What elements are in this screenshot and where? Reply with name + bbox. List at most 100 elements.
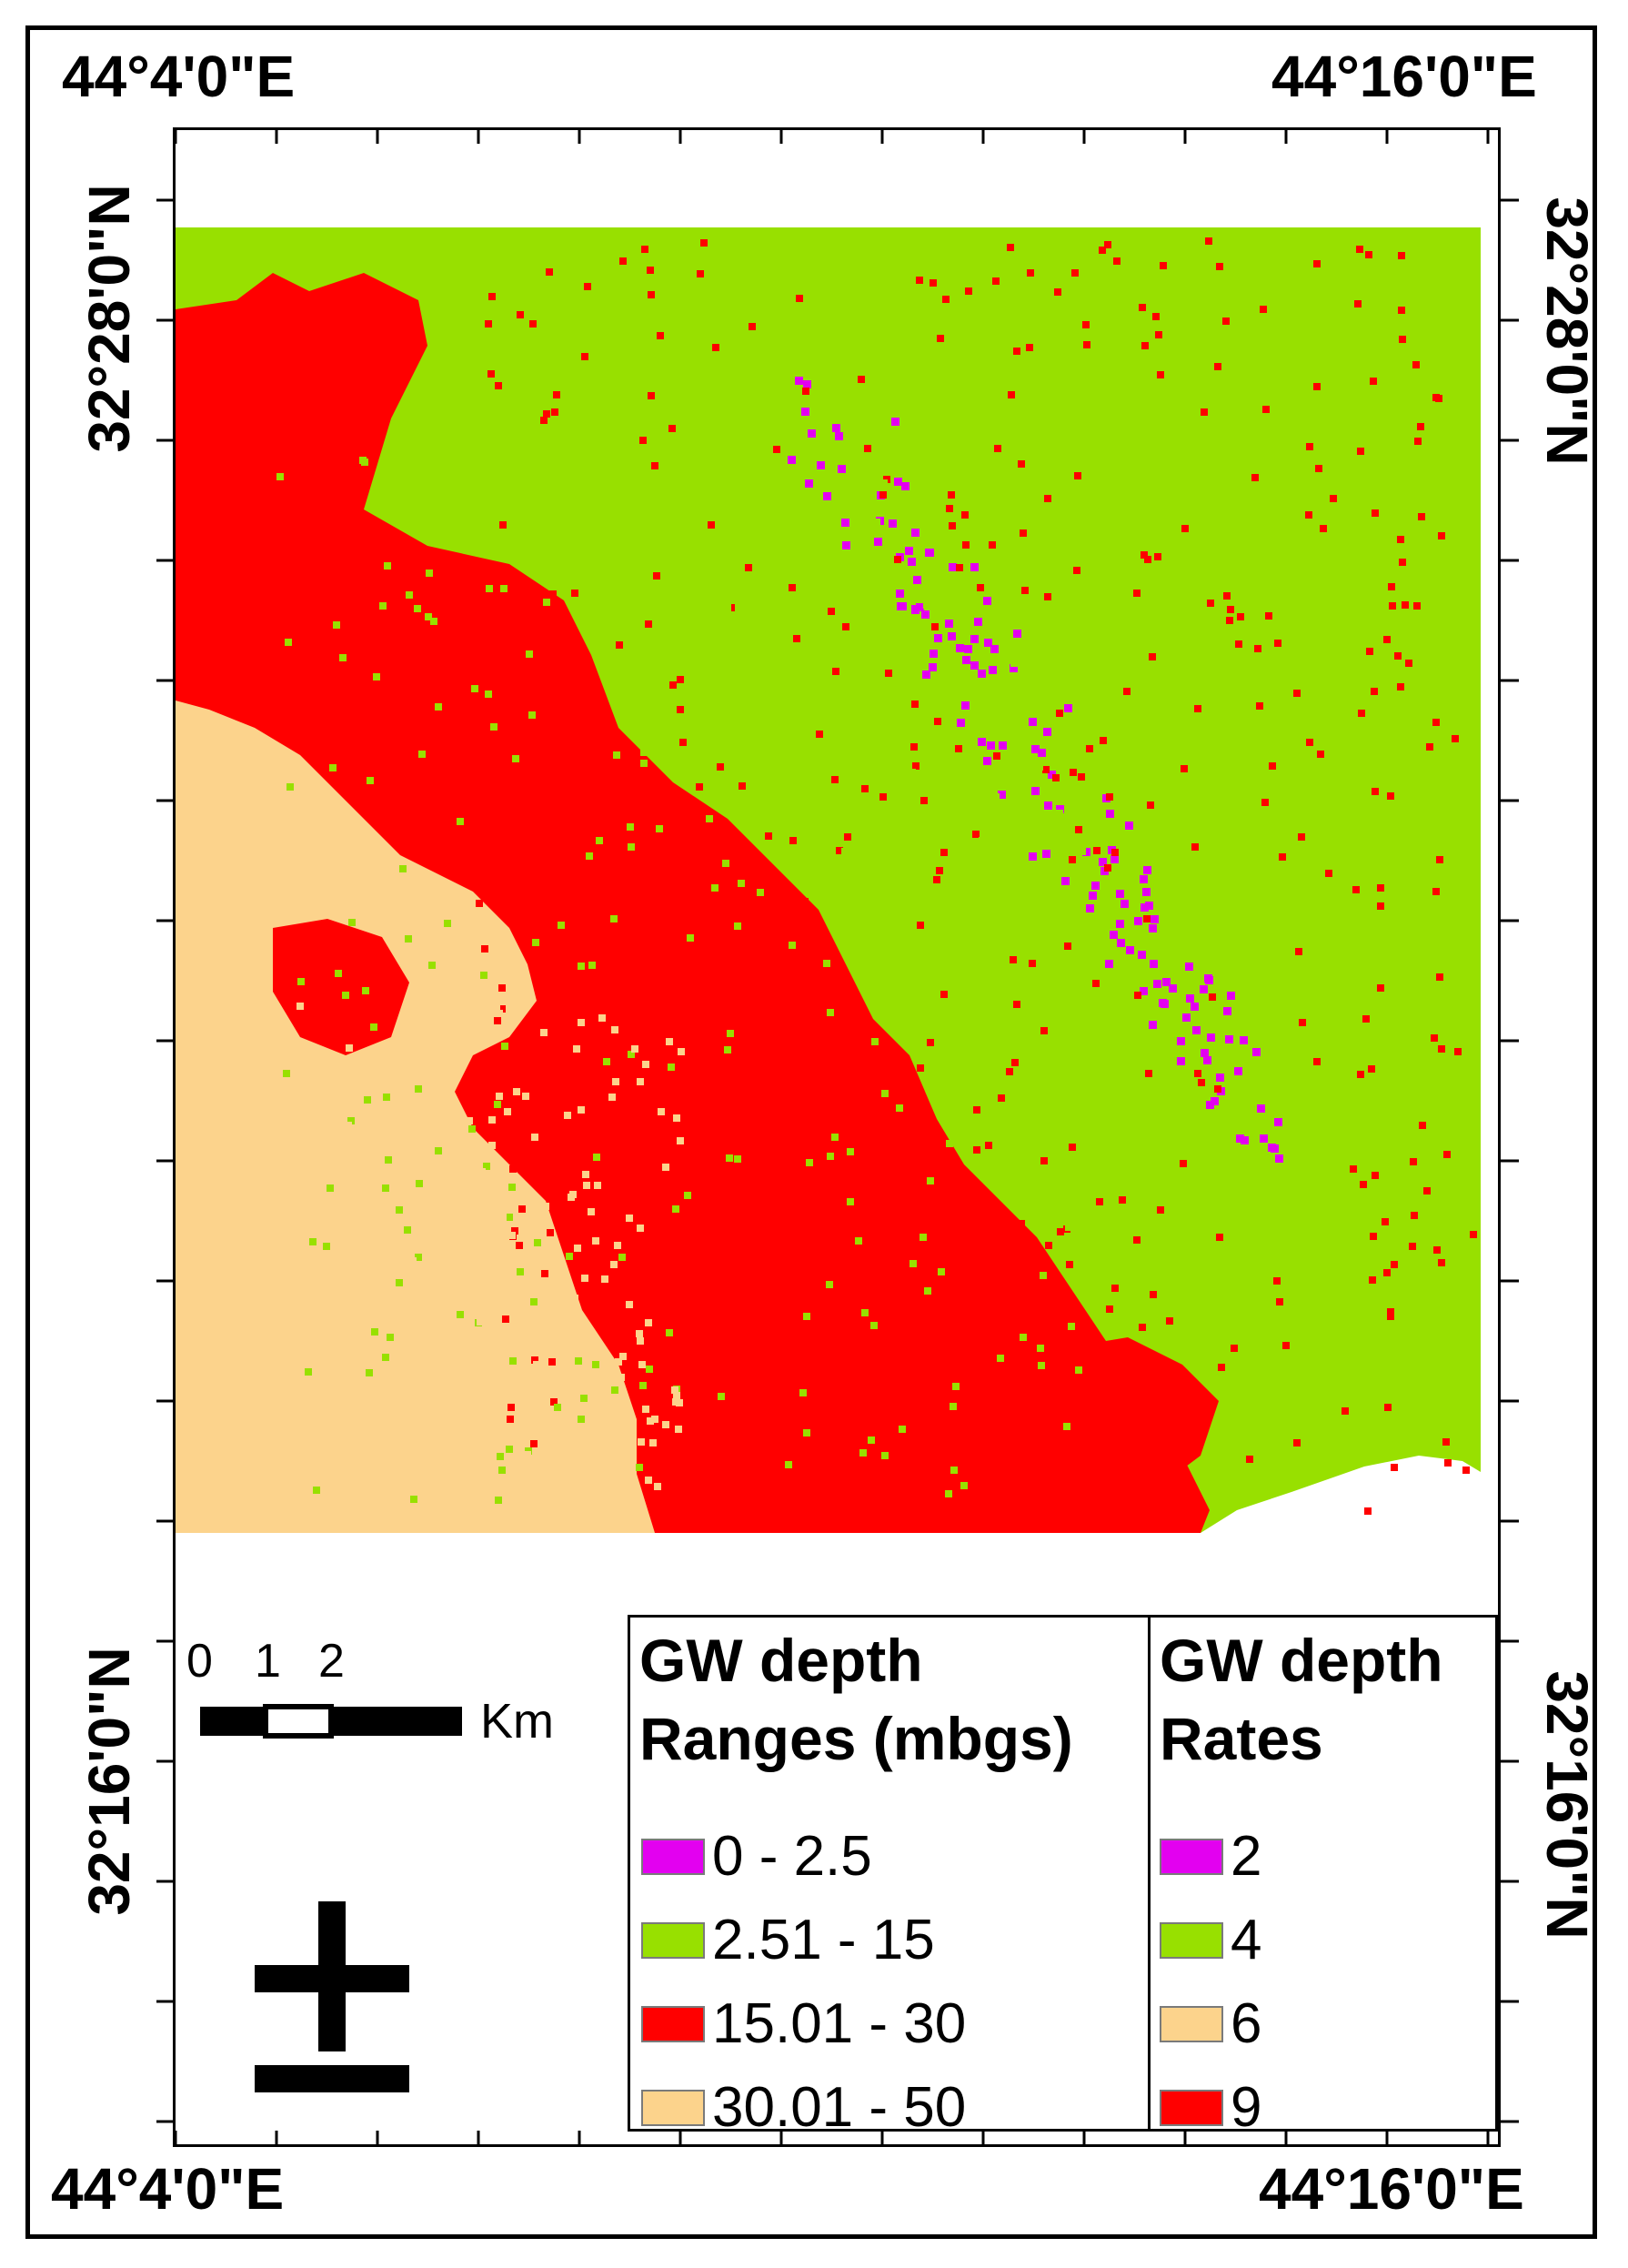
speckle-red [700, 239, 708, 247]
speckle-magenta [1091, 882, 1100, 890]
speckle-tan [626, 1215, 633, 1222]
legend-rates-title-1: GW depth [1160, 1627, 1443, 1694]
speckle-green [444, 920, 451, 927]
speckle-magenta [1149, 1021, 1157, 1029]
speckle-red [891, 1354, 899, 1361]
speckle-magenta [838, 465, 846, 473]
speckle-red [1052, 774, 1060, 781]
speckle-green [843, 496, 850, 503]
speckle-red [1397, 683, 1404, 690]
speckle-red [985, 1142, 992, 1149]
speckle-tan [571, 1295, 578, 1302]
speckle-tan [615, 1358, 622, 1366]
speckle-red [1013, 348, 1020, 355]
speckle-magenta [1234, 1067, 1242, 1075]
speckle-green [435, 703, 442, 711]
speckle-red [749, 1313, 756, 1320]
speckle-red [507, 1416, 514, 1423]
speckle-magenta [921, 610, 930, 619]
speckle-tan [513, 1088, 520, 1095]
speckle-red [1352, 886, 1360, 893]
speckle-green [646, 1366, 653, 1373]
speckle-magenta [1201, 1049, 1209, 1057]
speckle-tan [522, 1093, 529, 1100]
speckle-green [823, 960, 830, 967]
speckle-green [870, 1322, 878, 1329]
speckle-tan [508, 1232, 516, 1239]
speckle-magenta [1038, 749, 1046, 757]
speckle-red [770, 1376, 778, 1384]
speckle-red [682, 1441, 689, 1448]
speckle-red [1154, 553, 1161, 560]
legend-ranges-title-2: Ranges (mbgs) [639, 1705, 1073, 1772]
speckle-tan [397, 1244, 404, 1251]
swatch-green [1160, 1922, 1223, 1959]
speckle-tan [373, 1128, 380, 1135]
speckle-tan [442, 1326, 449, 1334]
speckle-tan [310, 1444, 317, 1451]
speckle-green [342, 992, 349, 999]
speckle-red [1207, 600, 1214, 607]
speckle-magenta [1044, 801, 1052, 810]
speckle-green [666, 1329, 673, 1336]
speckle-red [1078, 773, 1085, 781]
speckle-red [1388, 583, 1395, 590]
speckle-magenta [1185, 963, 1193, 971]
speckle-green [348, 919, 356, 926]
speckle-magenta [1200, 985, 1208, 993]
speckle-tan [477, 1318, 484, 1326]
speckle-green [789, 862, 797, 870]
speckle-green [672, 1205, 679, 1213]
speckle-green [785, 1461, 792, 1468]
legend-ranges-item: 2.51 - 15 [641, 1912, 935, 1969]
speckle-green [865, 498, 872, 505]
speckle-red [1135, 1407, 1142, 1415]
speckle-red [1387, 1308, 1394, 1315]
speckle-magenta [911, 529, 920, 537]
speckle-green [339, 654, 347, 661]
speckle-tan [363, 1277, 370, 1285]
speckle-green [914, 494, 921, 501]
speckle-magenta [1191, 1003, 1199, 1011]
speckle-green [628, 1051, 635, 1058]
speckle-green [1005, 497, 1012, 504]
speckle-red [940, 849, 948, 856]
speckle-red [530, 1440, 538, 1447]
speckle-tan [280, 1046, 287, 1053]
speckle-red [1150, 1291, 1157, 1298]
speckle-green [1038, 1362, 1045, 1369]
speckle-green [283, 1070, 290, 1077]
speckle-red [511, 1227, 518, 1235]
speckle-red [793, 635, 800, 642]
speckle-green [968, 504, 975, 511]
speckle-tan [507, 1481, 514, 1488]
speckle-red [1198, 1079, 1205, 1086]
speckle-red [668, 425, 676, 432]
speckle-tan [466, 1117, 473, 1124]
speckle-green [428, 962, 436, 969]
speckle-red [1372, 509, 1379, 517]
speckle-tan [381, 1203, 388, 1210]
speckle-tan [558, 1392, 565, 1399]
scale-bar [200, 1704, 462, 1739]
speckle-red [828, 608, 835, 615]
speckle-green [780, 473, 788, 480]
speckle-red [1276, 1298, 1283, 1305]
speckle-red [910, 1154, 918, 1161]
speckle-magenta [1042, 850, 1050, 858]
speckle-red [499, 521, 507, 529]
speckle-green [530, 1298, 538, 1305]
speckle-magenta [1257, 1104, 1265, 1113]
speckle-red [495, 382, 502, 389]
speckle-red [1438, 532, 1445, 539]
speckle-red [1073, 567, 1080, 574]
speckle-red [1096, 1198, 1103, 1205]
speckle-red [1104, 864, 1111, 872]
speckle-red [831, 776, 839, 783]
speckle-red [1265, 612, 1272, 620]
speckle-tan [488, 1116, 496, 1124]
speckle-red [816, 731, 823, 738]
speckle-red [1305, 511, 1312, 519]
speckle-green [950, 1467, 958, 1474]
speckle-green [385, 1156, 392, 1164]
